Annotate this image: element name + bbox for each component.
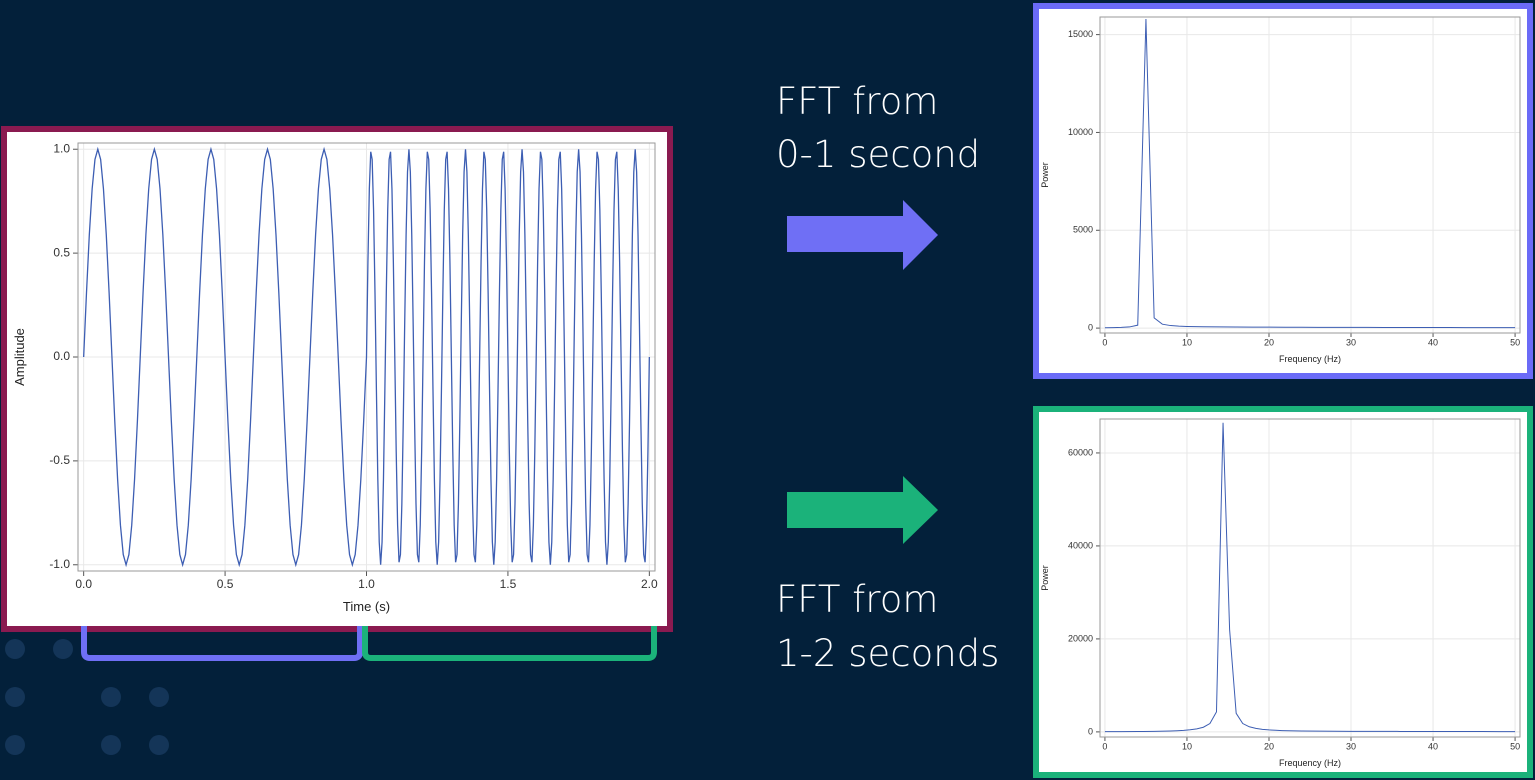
x-tick-label: 40 (1428, 741, 1438, 751)
chart: -1.0 -0.5 0.0 0.5 1.0 0.0 0.5 1.0 1.5 2.0 Time (s)… (12, 141, 658, 614)
x-tick-label: 40 (1428, 337, 1438, 347)
x-tick-label: 30 (1346, 337, 1356, 347)
y-tick-label: 5000 (1073, 225, 1093, 235)
arrow (787, 200, 938, 270)
x-tick-label: 50 (1510, 741, 1520, 751)
caption: FFT from (776, 80, 938, 123)
y-tick-label: 10000 (1068, 127, 1093, 137)
plot-frame (77, 142, 656, 572)
y-tick-label: 1.0 (53, 141, 70, 155)
y-axis-label: Power (1040, 565, 1050, 591)
data-line (1104, 18, 1516, 329)
x-tick-label: 0 (1102, 741, 1107, 751)
x-tick-label: 30 (1346, 741, 1356, 751)
y-axis-label: Power (1040, 162, 1050, 188)
arrow (787, 476, 938, 544)
y-tick-label: 20000 (1068, 633, 1093, 643)
x-axis-label: Frequency (Hz) (1279, 354, 1341, 364)
x-axis-label: Time (s) (343, 599, 390, 614)
chart-frame (1, 126, 673, 632)
y-tick-label: 0.5 (53, 245, 70, 259)
caption: FFT from (776, 578, 938, 621)
caption: 0-1 second (776, 133, 980, 176)
y-axis-label: Amplitude (12, 328, 27, 386)
chart-frame (1033, 406, 1533, 778)
data-line (83, 146, 650, 568)
x-tick-label: 10 (1182, 741, 1192, 751)
y-tick-label: 15000 (1068, 29, 1093, 39)
x-tick-label: 1.0 (358, 577, 375, 591)
x-tick-label: 1.5 (500, 577, 517, 591)
y-tick-label: 0.0 (53, 349, 70, 363)
x-tick-label: 20 (1264, 741, 1274, 751)
chart: 0 5000 10000 15000 0 10 20 30 40 50 Frequency (Hz)… (1040, 16, 1521, 364)
plot-frame (1099, 418, 1521, 738)
x-tick-label: 10 (1182, 337, 1192, 347)
y-tick-label: -0.5 (49, 453, 70, 467)
chart: 0 20000 40000 60000 0 10 20 30 40 50 Frequency (Hz… (1040, 418, 1521, 768)
y-tick-label: 0 (1088, 322, 1093, 332)
x-tick-label: 20 (1264, 337, 1274, 347)
y-tick-label: -1.0 (49, 557, 70, 571)
x-tick-label: 0.0 (75, 577, 92, 591)
x-axis-label: Frequency (Hz) (1279, 758, 1341, 768)
bracket (81, 626, 363, 661)
plot-frame (1099, 16, 1521, 334)
bracket (362, 626, 657, 661)
x-tick-label: 0 (1102, 337, 1107, 347)
caption: 1-2 seconds (776, 632, 999, 675)
data-line (1104, 422, 1516, 733)
chart-frame (1033, 3, 1533, 379)
y-tick-label: 40000 (1068, 540, 1093, 550)
y-tick-label: 60000 (1068, 447, 1093, 457)
y-tick-label: 0 (1088, 726, 1093, 736)
x-tick-label: 50 (1510, 337, 1520, 347)
x-tick-label: 2.0 (641, 577, 658, 591)
dot-pattern (5, 639, 169, 755)
x-tick-label: 0.5 (217, 577, 234, 591)
